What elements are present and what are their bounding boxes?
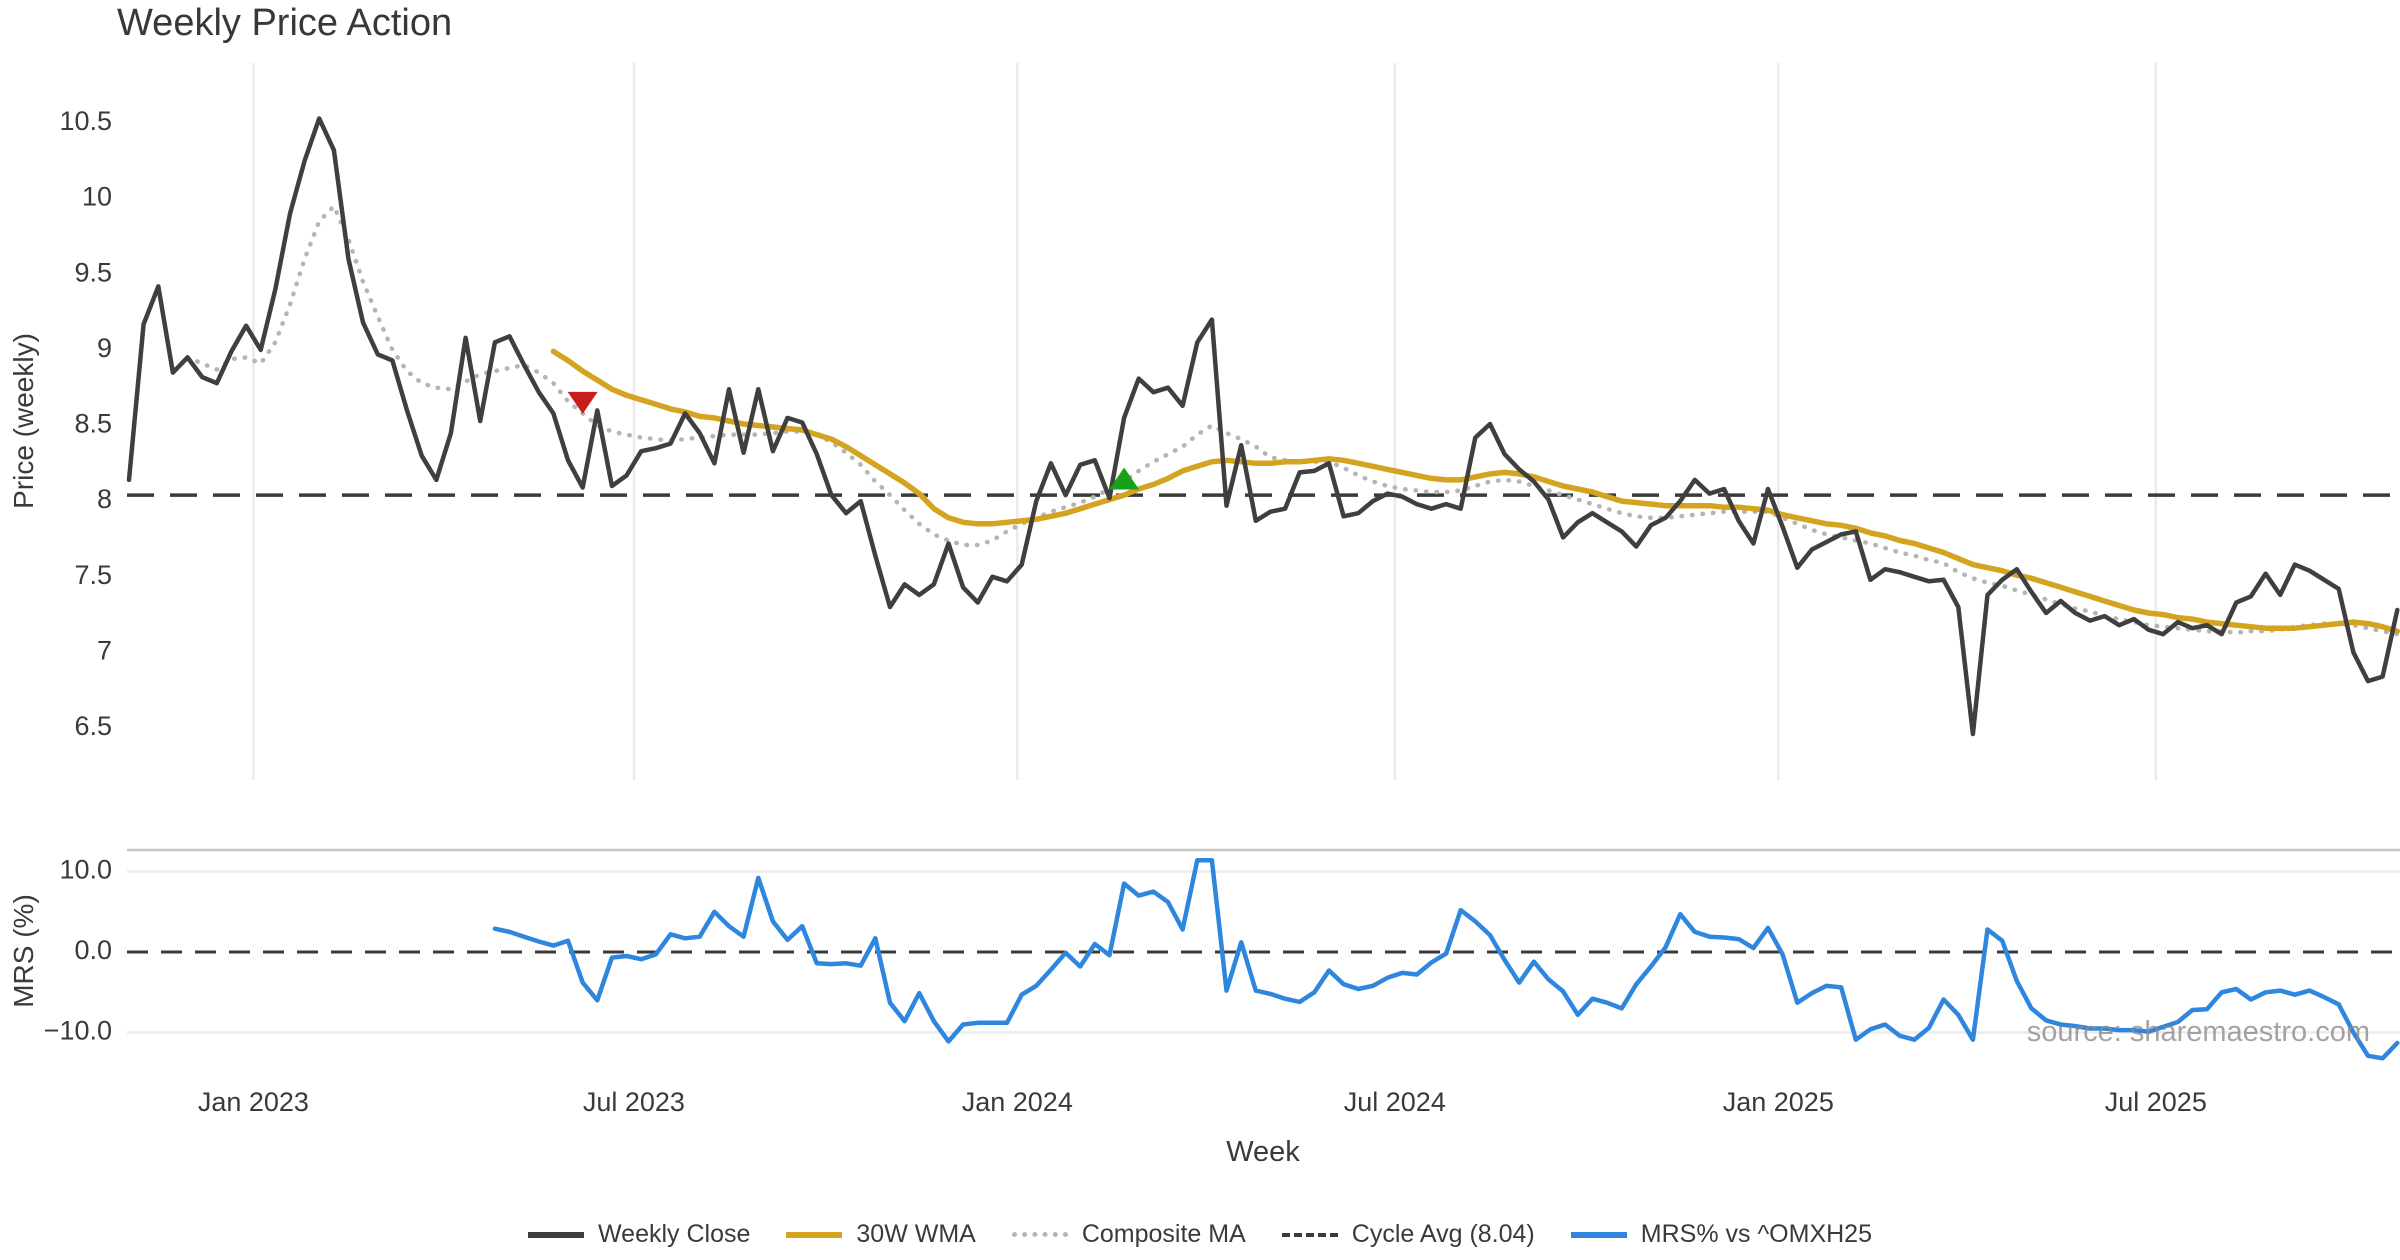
legend-swatch-solid	[528, 1231, 585, 1238]
price-tick-label: 9	[97, 333, 112, 363]
source-watermark: source: sharemaestro.com	[2026, 1016, 2370, 1048]
price-tick-label: 7.5	[74, 560, 112, 590]
sell-signal-marker	[567, 391, 598, 414]
composite-ma-line	[185, 203, 2400, 637]
buy-signal-marker	[1109, 467, 1140, 490]
price-axis-title: Price (weekly)	[8, 333, 39, 509]
x-axis-title: Week	[1226, 1136, 1300, 1168]
legend-item: MRS% vs ^OMXH25	[1570, 1220, 1872, 1249]
price-tick-label: 10.5	[59, 106, 112, 136]
legend-label: Cycle Avg (8.04)	[1351, 1220, 1535, 1248]
mrs-tick-label: 0.0	[74, 935, 112, 965]
x-tick-label: Jan 2024	[962, 1087, 1073, 1117]
mrs-line	[492, 857, 2400, 1061]
legend-label: MRS% vs ^OMXH25	[1640, 1220, 1872, 1248]
mrs-panel	[492, 857, 2400, 1061]
legend-swatch-solid	[786, 1231, 843, 1238]
legend-item: 30W WMA	[786, 1220, 976, 1249]
price-tick-label: 10	[82, 182, 112, 212]
legend-swatch-dashed	[1281, 1232, 1338, 1237]
wma-line	[550, 348, 2400, 634]
x-tick-label: Jul 2024	[1344, 1087, 1446, 1117]
price-tick-label: 6.5	[74, 711, 112, 741]
price-tick-label: 7	[97, 636, 112, 666]
legend-item: Composite MA	[1011, 1220, 1246, 1249]
price-panel	[126, 116, 2400, 737]
legend-label: 30W WMA	[856, 1220, 976, 1248]
legend-item: Cycle Avg (8.04)	[1281, 1220, 1535, 1249]
x-tick-label: Jan 2023	[198, 1087, 309, 1117]
price-tick-label: 9.5	[74, 257, 112, 287]
x-tick-label: Jul 2023	[583, 1087, 685, 1117]
legend-label: Weekly Close	[598, 1220, 751, 1248]
legend-label: Composite MA	[1081, 1220, 1246, 1248]
chart-title: Weekly Price Action	[117, 2, 453, 44]
legend-swatch-dotted	[1011, 1232, 1068, 1237]
mrs-tick-label: 10.0	[59, 855, 112, 885]
weekly-close-line	[126, 116, 2400, 737]
price-tick-label: 8.5	[74, 409, 112, 439]
x-tick-label: Jul 2025	[2105, 1087, 2207, 1117]
chart-legend: Weekly Close 30W WMA Composite MA Cycle Avg…	[0, 1220, 2400, 1249]
x-tick-label: Jan 2025	[1723, 1087, 1834, 1117]
mrs-tick-label: −10.0	[44, 1016, 112, 1046]
legend-swatch-solid	[1570, 1231, 1627, 1238]
price-tick-label: 8	[97, 484, 112, 514]
mrs-axis-title: MRS (%)	[8, 894, 39, 1008]
legend-item: Weekly Close	[528, 1220, 750, 1249]
